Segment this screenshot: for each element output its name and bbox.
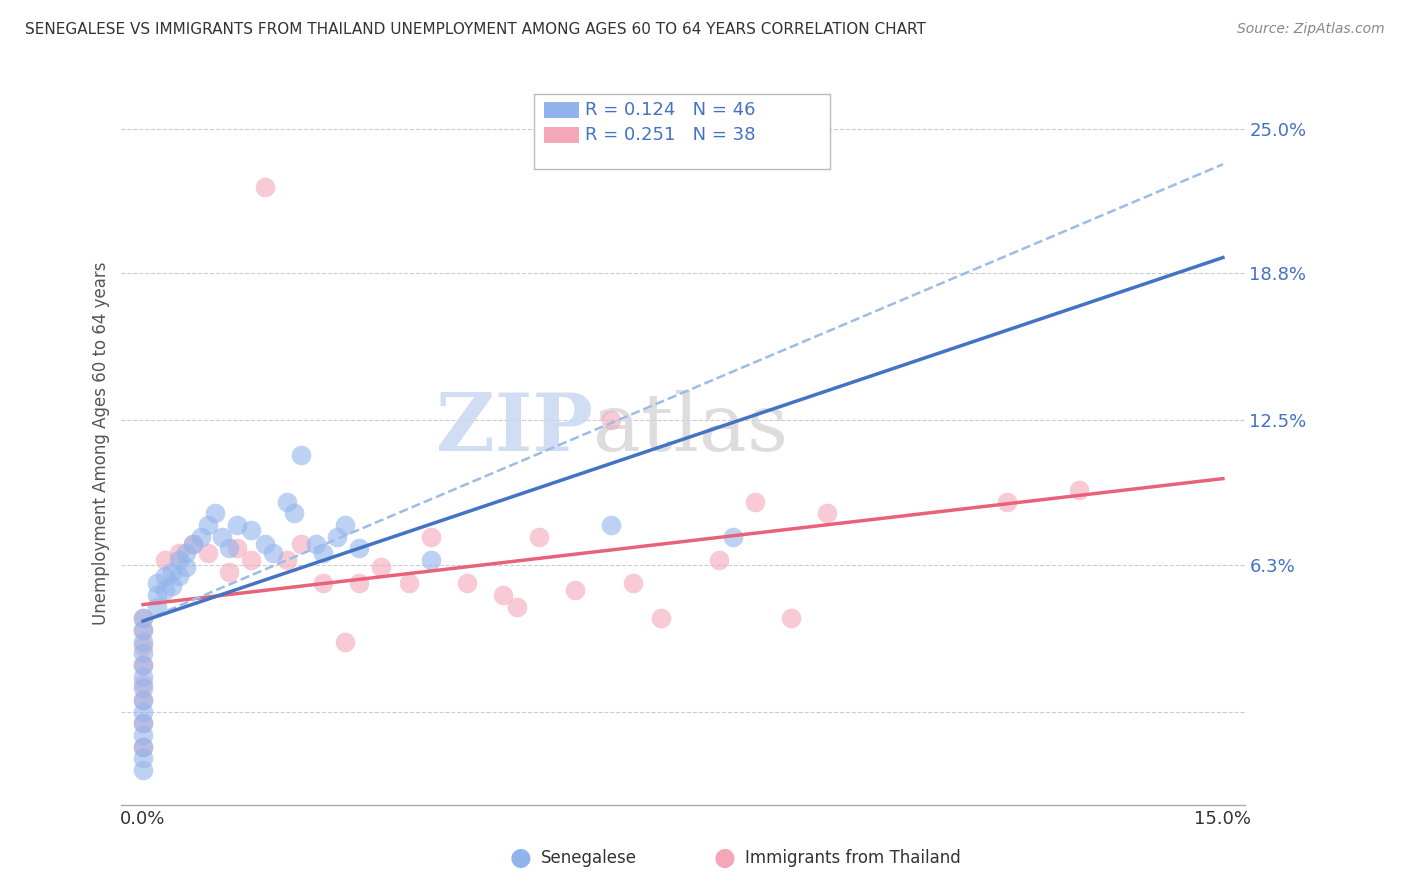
- Point: [146, 588, 169, 602]
- Text: R = 0.251   N = 38: R = 0.251 N = 38: [585, 126, 755, 144]
- Point: [132, 739, 155, 754]
- Point: [283, 507, 305, 521]
- Point: [995, 495, 1018, 509]
- Point: [420, 530, 443, 544]
- Point: [333, 518, 356, 533]
- Point: [146, 576, 169, 591]
- Point: [160, 565, 183, 579]
- Point: [420, 553, 443, 567]
- Point: [225, 518, 247, 533]
- Point: [132, 623, 155, 637]
- Point: [132, 623, 155, 637]
- Point: [132, 693, 155, 707]
- Point: [153, 583, 176, 598]
- Y-axis label: Unemployment Among Ages 60 to 64 years: Unemployment Among Ages 60 to 64 years: [93, 261, 110, 625]
- Point: [456, 576, 478, 591]
- Point: [600, 518, 623, 533]
- Point: [132, 763, 155, 777]
- Point: [132, 739, 155, 754]
- Text: Senegalese: Senegalese: [541, 849, 637, 867]
- Text: SENEGALESE VS IMMIGRANTS FROM THAILAND UNEMPLOYMENT AMONG AGES 60 TO 64 YEARS CO: SENEGALESE VS IMMIGRANTS FROM THAILAND U…: [25, 22, 927, 37]
- Point: [218, 565, 240, 579]
- Point: [132, 728, 155, 742]
- Point: [780, 611, 803, 625]
- Point: [262, 546, 284, 560]
- Point: [132, 647, 155, 661]
- Text: ZIP: ZIP: [436, 390, 593, 468]
- Point: [312, 576, 335, 591]
- Point: [132, 670, 155, 684]
- Point: [204, 507, 226, 521]
- Point: [506, 599, 529, 614]
- Point: [132, 658, 155, 673]
- Point: [132, 634, 155, 648]
- Point: [225, 541, 247, 556]
- Point: [132, 751, 155, 765]
- Point: [190, 530, 212, 544]
- Point: [398, 576, 420, 591]
- Point: [132, 705, 155, 719]
- Point: [370, 560, 392, 574]
- Point: [183, 537, 205, 551]
- Point: [600, 413, 623, 427]
- Point: [132, 716, 155, 731]
- Point: [276, 553, 298, 567]
- Point: [132, 677, 155, 691]
- Point: [132, 640, 155, 654]
- Point: [167, 553, 190, 567]
- Point: [183, 537, 205, 551]
- Point: [167, 546, 190, 560]
- Point: [1067, 483, 1090, 497]
- Point: [621, 576, 644, 591]
- Point: [326, 530, 349, 544]
- Text: ●: ●: [509, 847, 531, 870]
- Point: [290, 448, 312, 462]
- Text: atlas: atlas: [593, 390, 789, 468]
- Point: [160, 579, 183, 593]
- Point: [254, 537, 277, 551]
- Point: [290, 537, 312, 551]
- Point: [707, 553, 730, 567]
- Point: [146, 599, 169, 614]
- Point: [132, 611, 155, 625]
- Point: [132, 658, 155, 673]
- Point: [153, 569, 176, 583]
- Text: Source: ZipAtlas.com: Source: ZipAtlas.com: [1237, 22, 1385, 37]
- Point: [167, 569, 190, 583]
- Point: [174, 546, 197, 560]
- Point: [723, 530, 745, 544]
- Point: [211, 530, 233, 544]
- Point: [564, 583, 586, 598]
- Point: [744, 495, 766, 509]
- Point: [197, 546, 219, 560]
- Point: [815, 507, 838, 521]
- Point: [276, 495, 298, 509]
- Point: [305, 537, 328, 551]
- Point: [132, 716, 155, 731]
- Point: [132, 693, 155, 707]
- Point: [492, 588, 515, 602]
- Point: [197, 518, 219, 533]
- Point: [333, 634, 356, 648]
- Text: Immigrants from Thailand: Immigrants from Thailand: [745, 849, 960, 867]
- Point: [312, 546, 335, 560]
- Point: [240, 523, 263, 537]
- Point: [347, 576, 370, 591]
- Point: [650, 611, 672, 625]
- Point: [174, 560, 197, 574]
- Point: [132, 681, 155, 696]
- Text: R = 0.124   N = 46: R = 0.124 N = 46: [585, 101, 755, 119]
- Point: [527, 530, 550, 544]
- Point: [132, 611, 155, 625]
- Point: [218, 541, 240, 556]
- Text: ●: ●: [713, 847, 735, 870]
- Point: [254, 180, 277, 194]
- Point: [153, 553, 176, 567]
- Point: [240, 553, 263, 567]
- Point: [347, 541, 370, 556]
